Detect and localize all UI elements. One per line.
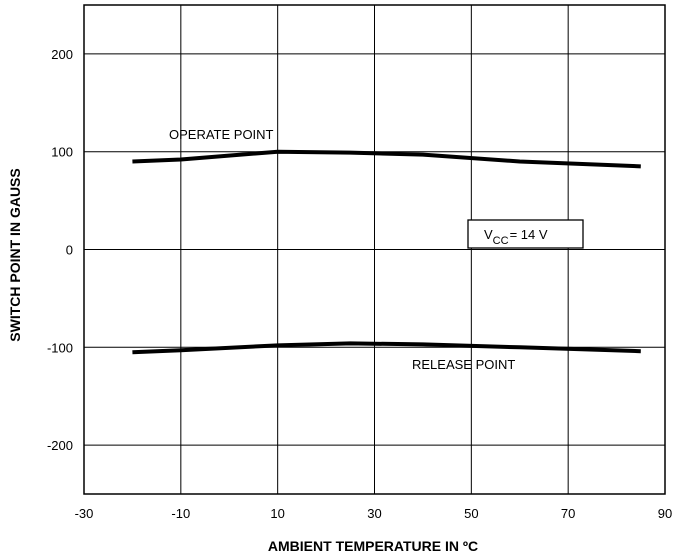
y-tick-label: 0	[66, 243, 73, 258]
x-tick-label: -30	[75, 506, 94, 521]
x-tick-label: -10	[171, 506, 190, 521]
operate-point-line	[132, 149, 641, 169]
x-tick-label: 10	[270, 506, 284, 521]
x-tick-label: 90	[658, 506, 672, 521]
x-tick-labels: -30 -10 10 30 50 70 90	[75, 506, 673, 521]
y-tick-label: 200	[51, 47, 73, 62]
release-point-line	[132, 341, 641, 355]
y-tick-labels: -200 -100 0 100 200	[47, 47, 73, 453]
y-tick-label: -100	[47, 340, 73, 355]
grid	[83, 4, 666, 495]
series-group	[132, 149, 641, 355]
vcc-subscript: CC	[493, 235, 509, 247]
plot-frame	[83, 4, 666, 495]
vcc-annotation: VCC= 14 V	[467, 219, 584, 249]
x-axis-title: AMBIENT TEMPERATURE IN ºC	[268, 538, 478, 554]
y-axis-title: SWITCH POINT IN GAUSS	[7, 168, 23, 341]
vcc-v: V	[484, 227, 493, 242]
release-point-label: RELEASE POINT	[412, 357, 515, 372]
vcc-text: VCC= 14 V	[484, 227, 548, 247]
y-tick-label: 100	[51, 145, 73, 160]
x-tick-label: 70	[561, 506, 575, 521]
x-tick-label: 30	[367, 506, 381, 521]
operate-point-label: OPERATE POINT	[169, 127, 274, 142]
vcc-box	[467, 219, 584, 249]
vcc-value: = 14 V	[510, 227, 548, 242]
x-tick-label: 50	[464, 506, 478, 521]
y-tick-label: -200	[47, 438, 73, 453]
